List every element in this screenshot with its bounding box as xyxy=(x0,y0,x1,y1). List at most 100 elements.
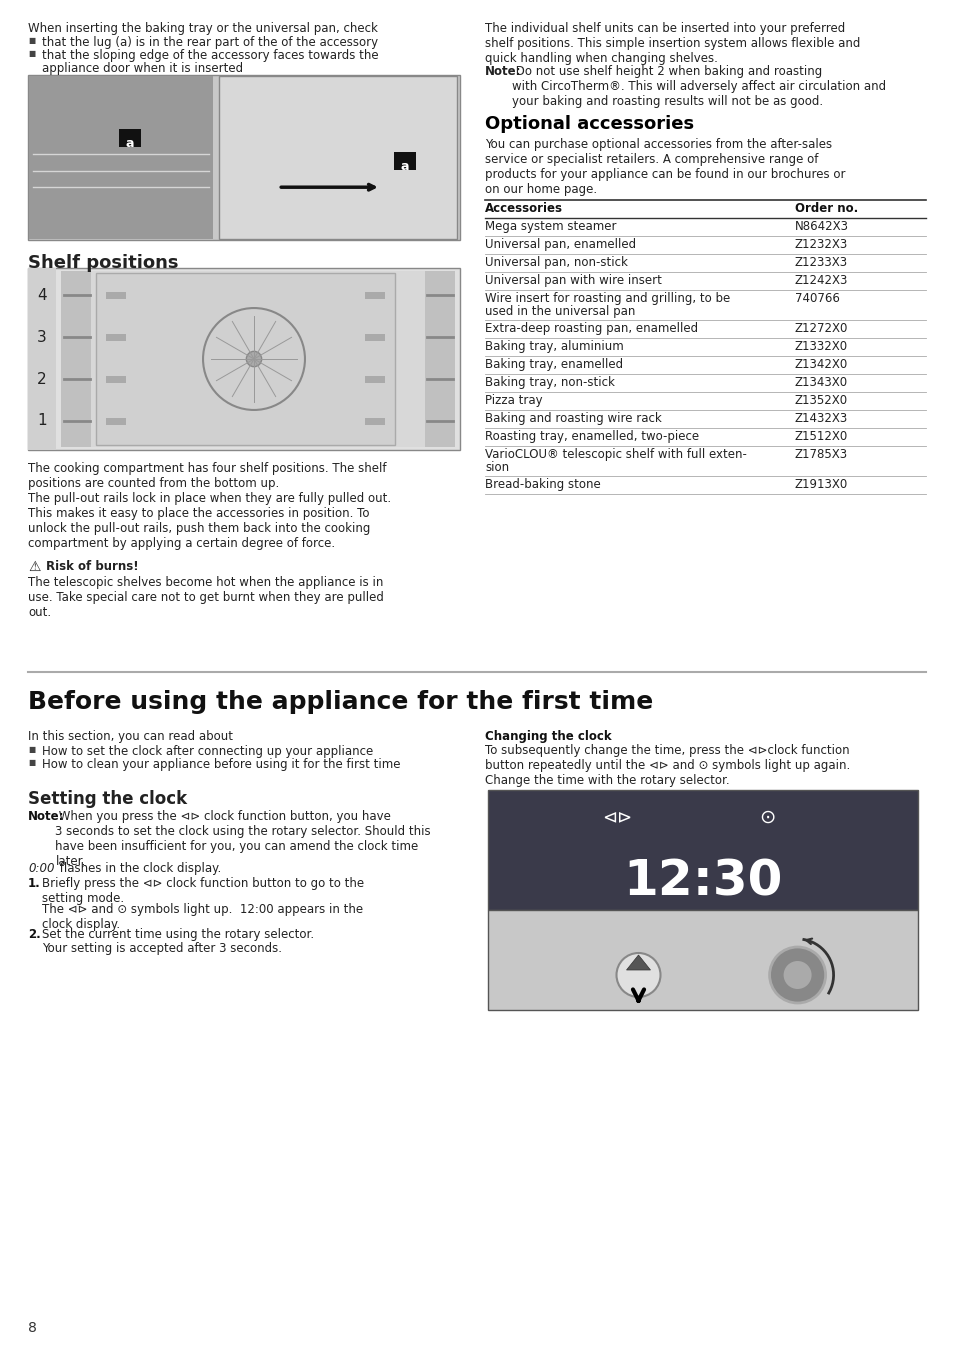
Bar xyxy=(106,377,126,383)
Text: 12:30: 12:30 xyxy=(622,859,781,906)
Text: In this section, you can read about: In this section, you can read about xyxy=(28,730,233,742)
Text: How to clean your appliance before using it for the first time: How to clean your appliance before using… xyxy=(42,757,400,771)
Bar xyxy=(29,76,213,239)
Bar xyxy=(28,76,459,240)
Text: Mega system steamer: Mega system steamer xyxy=(484,220,616,234)
Text: You can purchase optional accessories from the after-sales
service or specialist: You can purchase optional accessories fr… xyxy=(484,138,844,196)
Text: ■: ■ xyxy=(28,36,35,45)
Text: Bread-baking stone: Bread-baking stone xyxy=(484,478,600,491)
Text: The cooking compartment has four shelf positions. The shelf
positions are counte: The cooking compartment has four shelf p… xyxy=(28,462,386,490)
Text: 4: 4 xyxy=(37,288,47,302)
Bar xyxy=(28,269,56,450)
Bar xyxy=(106,418,126,425)
Text: used in the universal pan: used in the universal pan xyxy=(484,305,635,319)
Bar xyxy=(365,293,385,300)
Text: Risk of burns!: Risk of burns! xyxy=(46,560,138,572)
Text: Z1432X3: Z1432X3 xyxy=(794,412,847,425)
Text: Extra-deep roasting pan, enamelled: Extra-deep roasting pan, enamelled xyxy=(484,323,698,335)
Text: sion: sion xyxy=(484,460,509,474)
Bar xyxy=(488,910,917,1010)
Text: When inserting the baking tray or the universal pan, check: When inserting the baking tray or the un… xyxy=(28,22,377,35)
Bar xyxy=(61,271,91,447)
Polygon shape xyxy=(626,954,650,971)
Text: ⊲⊳: ⊲⊳ xyxy=(601,809,632,826)
Text: VarioCLOU® telescopic shelf with full exten-: VarioCLOU® telescopic shelf with full ex… xyxy=(484,448,746,460)
Text: ■: ■ xyxy=(28,757,35,767)
Text: The telescopic shelves become hot when the appliance is in
use. Take special car: The telescopic shelves become hot when t… xyxy=(28,576,383,620)
Bar xyxy=(106,335,126,342)
Text: Z1343X0: Z1343X0 xyxy=(794,377,847,389)
Text: How to set the clock after connecting up your appliance: How to set the clock after connecting up… xyxy=(42,745,373,757)
Text: 3: 3 xyxy=(37,329,47,344)
Text: Z1512X0: Z1512X0 xyxy=(794,431,847,443)
Text: Baking tray, non-stick: Baking tray, non-stick xyxy=(484,377,615,389)
Text: Wire insert for roasting and grilling, to be: Wire insert for roasting and grilling, t… xyxy=(484,292,729,305)
Bar xyxy=(424,271,455,447)
Bar xyxy=(365,335,385,342)
Text: N8642X3: N8642X3 xyxy=(794,220,848,234)
Text: 740766: 740766 xyxy=(794,292,839,305)
Text: To subsequently change the time, press the ⊲⊳clock function
button repeatedly un: To subsequently change the time, press t… xyxy=(484,744,849,787)
Text: Z1352X0: Z1352X0 xyxy=(794,394,847,406)
Text: Set the current time using the rotary selector.: Set the current time using the rotary se… xyxy=(42,927,314,941)
Bar xyxy=(119,128,141,147)
Text: Z1232X3: Z1232X3 xyxy=(794,238,847,251)
Circle shape xyxy=(246,351,261,367)
Text: 8: 8 xyxy=(28,1322,37,1335)
Text: Z1272X0: Z1272X0 xyxy=(794,323,847,335)
Text: Pizza tray: Pizza tray xyxy=(484,394,542,406)
Text: Roasting tray, enamelled, two-piece: Roasting tray, enamelled, two-piece xyxy=(484,431,699,443)
Text: Before using the appliance for the first time: Before using the appliance for the first… xyxy=(28,690,653,714)
Bar xyxy=(218,76,456,239)
Text: Note:: Note: xyxy=(28,810,65,824)
Text: Do not use shelf height 2 when baking and roasting
with CircoTherm®. This will a: Do not use shelf height 2 when baking an… xyxy=(512,65,885,108)
Text: Z1242X3: Z1242X3 xyxy=(794,274,847,288)
Text: appliance door when it is inserted: appliance door when it is inserted xyxy=(42,62,243,76)
Text: Z1913X0: Z1913X0 xyxy=(794,478,847,491)
Text: Baking tray, aluminium: Baking tray, aluminium xyxy=(484,340,623,352)
Text: 1.: 1. xyxy=(28,878,41,890)
Circle shape xyxy=(616,953,659,998)
Circle shape xyxy=(782,961,811,990)
Bar xyxy=(365,377,385,383)
Text: Baking and roasting wire rack: Baking and roasting wire rack xyxy=(484,412,661,425)
Text: The individual shelf units can be inserted into your preferred
shelf positions. : The individual shelf units can be insert… xyxy=(484,22,860,65)
Text: Changing the clock: Changing the clock xyxy=(484,730,611,742)
Text: Z1342X0: Z1342X0 xyxy=(794,358,847,371)
Text: flashes in the clock display.: flashes in the clock display. xyxy=(56,863,221,875)
Text: that the sloping edge of the accessory faces towards the: that the sloping edge of the accessory f… xyxy=(42,49,378,62)
Text: The ⊲⊳ and ⊙ symbols light up.  12:00 appears in the
clock display.: The ⊲⊳ and ⊙ symbols light up. 12:00 app… xyxy=(42,903,363,932)
Text: ⚠: ⚠ xyxy=(28,560,40,574)
Bar xyxy=(106,293,126,300)
Text: Briefly press the ⊲⊳ clock function button to go to the
setting mode.: Briefly press the ⊲⊳ clock function butt… xyxy=(42,878,364,904)
Text: Your setting is accepted after 3 seconds.: Your setting is accepted after 3 seconds… xyxy=(42,942,282,954)
Text: The pull-out rails lock in place when they are fully pulled out.
This makes it e: The pull-out rails lock in place when th… xyxy=(28,491,391,549)
Text: Z1332X0: Z1332X0 xyxy=(794,340,847,352)
Text: Z1785X3: Z1785X3 xyxy=(794,448,847,460)
Text: Shelf positions: Shelf positions xyxy=(28,254,178,271)
Text: Baking tray, enamelled: Baking tray, enamelled xyxy=(484,358,622,371)
Text: ■: ■ xyxy=(28,745,35,755)
Bar xyxy=(28,269,459,450)
Text: a: a xyxy=(126,136,134,150)
Text: a: a xyxy=(400,159,409,173)
Bar xyxy=(96,273,395,446)
Text: Universal pan, enamelled: Universal pan, enamelled xyxy=(484,238,636,251)
Text: Order no.: Order no. xyxy=(794,202,858,215)
Bar xyxy=(488,790,917,910)
Text: 0:00: 0:00 xyxy=(28,863,54,875)
Text: 2: 2 xyxy=(37,371,47,386)
Bar xyxy=(365,418,385,425)
Bar xyxy=(394,151,416,170)
Text: ■: ■ xyxy=(28,49,35,58)
Text: 2.: 2. xyxy=(28,927,41,941)
Text: Universal pan, non-stick: Universal pan, non-stick xyxy=(484,256,627,269)
Text: When you press the ⊲⊳ clock function button, you have
3 seconds to set the clock: When you press the ⊲⊳ clock function but… xyxy=(55,810,431,868)
Text: Optional accessories: Optional accessories xyxy=(484,115,694,134)
Text: Note:: Note: xyxy=(484,65,521,78)
Text: Z1233X3: Z1233X3 xyxy=(794,256,847,269)
Text: 1: 1 xyxy=(37,413,47,428)
Text: Setting the clock: Setting the clock xyxy=(28,790,187,809)
Circle shape xyxy=(769,946,824,1003)
Bar xyxy=(61,271,430,447)
